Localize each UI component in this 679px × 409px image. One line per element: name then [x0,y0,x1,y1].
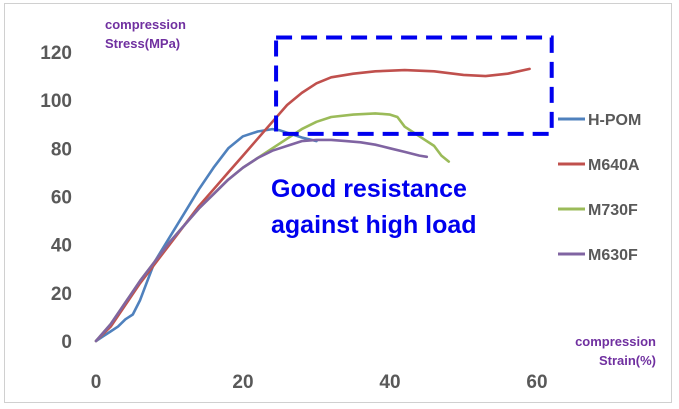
legend-label-m630f: M630F [588,247,638,264]
y-tick-label: 20 [51,284,72,305]
x-tick-label: 20 [232,372,253,393]
annotation-line2: against high load [271,211,477,239]
y-axis-title-line1: compression [105,17,186,32]
highlight-box [274,35,554,136]
y-tick-label: 40 [51,236,72,257]
series-line-m640a [94,67,531,343]
x-tick-label: 40 [379,372,400,393]
y-axis-ticks: 0 20 40 60 80 100 120 [40,43,72,353]
legend-label-m640a: M640A [588,157,640,174]
x-axis-title-line2: Strain(%) [599,353,656,368]
legend: H-POM M640A M730F M630F [558,112,641,264]
y-tick-label: 0 [61,332,72,353]
x-axis-ticks: 0 20 40 60 [91,372,548,393]
y-tick-label: 80 [51,139,72,160]
series-line-m630f [94,138,429,343]
annotation-line1: Good resistance [271,175,467,203]
stress-strain-chart: 0 20 40 60 80 100 120 0 20 40 60 compression Stre… [40,17,656,393]
legend-label-h-pom: H-POM [588,112,641,129]
y-tick-label: 100 [40,91,72,112]
x-tick-label: 60 [526,372,547,393]
y-axis-title-line2: Stress(MPa) [105,36,180,51]
chart-frame: 0 20 40 60 80 100 120 0 20 40 60 compression Stre… [4,3,672,403]
series-lines [94,67,531,343]
y-tick-label: 120 [40,43,72,64]
x-tick-label: 0 [91,372,102,393]
y-tick-label: 60 [51,188,72,209]
legend-label-m730f: M730F [588,202,638,219]
x-axis-title-line1: compression [575,334,656,349]
